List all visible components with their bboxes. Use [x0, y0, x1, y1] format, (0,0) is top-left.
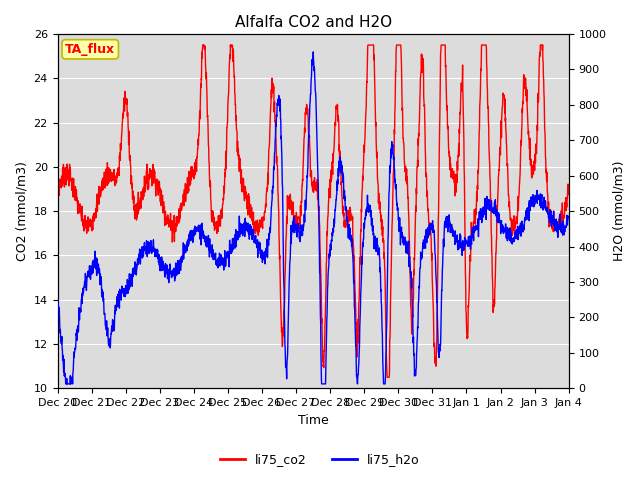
Title: Alfalfa CO2 and H2O: Alfalfa CO2 and H2O: [235, 15, 392, 30]
Text: TA_flux: TA_flux: [65, 43, 115, 56]
X-axis label: Time: Time: [298, 414, 328, 427]
Legend: li75_co2, li75_h2o: li75_co2, li75_h2o: [215, 448, 425, 471]
Y-axis label: CO2 (mmol/m3): CO2 (mmol/m3): [15, 161, 28, 261]
Y-axis label: H2O (mmol/m3): H2O (mmol/m3): [612, 161, 625, 262]
